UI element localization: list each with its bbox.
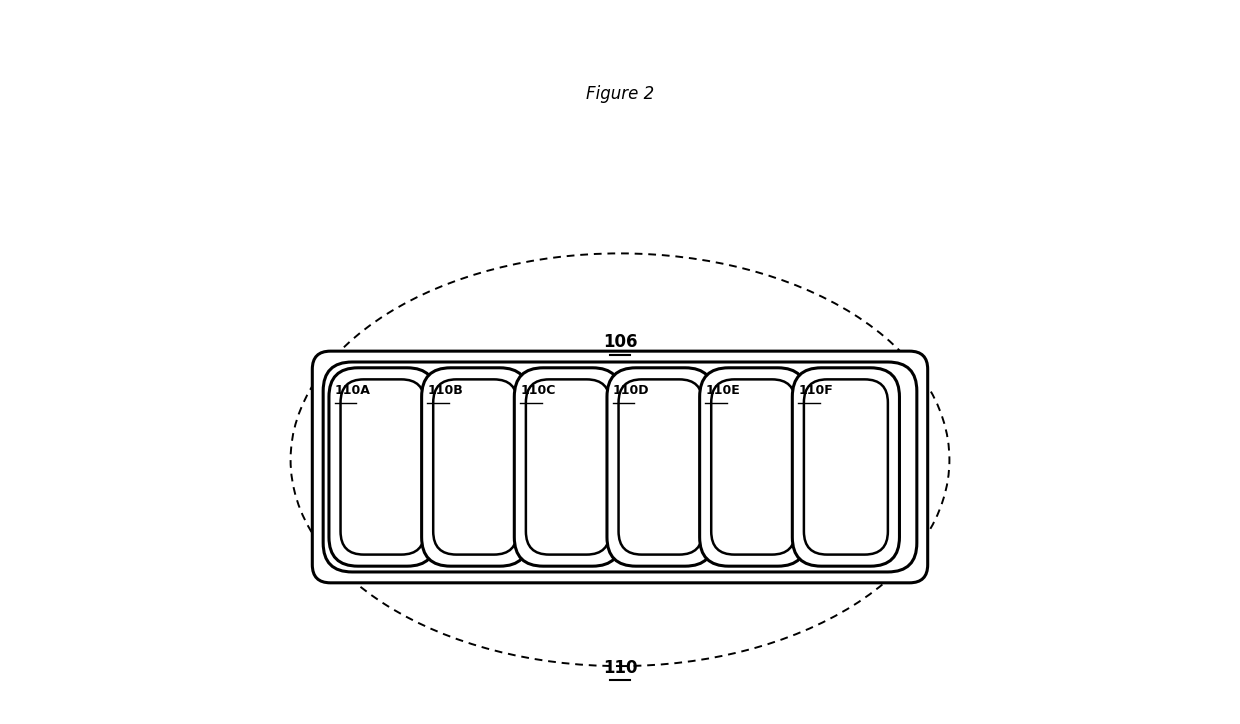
Text: 110A: 110A <box>335 384 371 397</box>
FancyBboxPatch shape <box>606 368 714 566</box>
Text: 110: 110 <box>603 659 637 676</box>
FancyBboxPatch shape <box>312 351 928 583</box>
Text: 110C: 110C <box>520 384 556 397</box>
FancyBboxPatch shape <box>699 368 807 566</box>
Text: 110F: 110F <box>799 384 833 397</box>
FancyBboxPatch shape <box>792 368 899 566</box>
FancyBboxPatch shape <box>515 368 621 566</box>
Text: Figure 2: Figure 2 <box>585 85 655 103</box>
FancyBboxPatch shape <box>329 368 436 566</box>
Text: 110B: 110B <box>428 384 464 397</box>
Text: 110E: 110E <box>706 384 740 397</box>
Text: 110D: 110D <box>613 384 650 397</box>
FancyBboxPatch shape <box>422 368 528 566</box>
Text: 106: 106 <box>603 334 637 351</box>
